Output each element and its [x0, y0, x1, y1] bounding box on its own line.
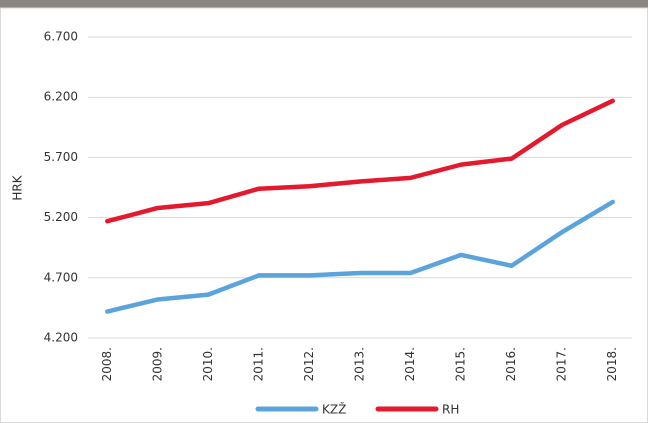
x-tick-label: 2009. [150, 347, 164, 381]
x-tick-label: 2015. [454, 347, 468, 381]
series-line [105, 98, 615, 224]
header-bar [0, 0, 648, 8]
legend-label: KZŽ [322, 402, 346, 417]
x-tick-label: 2017. [555, 347, 569, 381]
y-tick-label: 5.200 [44, 210, 78, 224]
x-tick-label: 2013. [353, 347, 367, 381]
x-tick-label: 2011. [251, 347, 265, 381]
series-line [105, 199, 615, 314]
y-axis-label: HRK [11, 174, 25, 200]
x-tick-label: 2014. [403, 347, 417, 381]
x-tick-label: 2016. [504, 347, 518, 381]
x-tick-label: 2012. [302, 347, 316, 381]
y-tick-label: 5.700 [44, 150, 78, 164]
chart-frame [0, 7, 648, 423]
x-tick-label: 2008. [100, 347, 114, 381]
legend-label: RH [442, 403, 459, 417]
y-tick-label: 6.200 [44, 90, 78, 104]
y-tick-label: 4.200 [44, 331, 78, 345]
y-tick-label: 6.700 [44, 30, 78, 44]
x-tick-label: 2018. [605, 347, 619, 381]
x-tick-label: 2010. [201, 347, 215, 381]
y-tick-label: 4.700 [44, 270, 78, 284]
